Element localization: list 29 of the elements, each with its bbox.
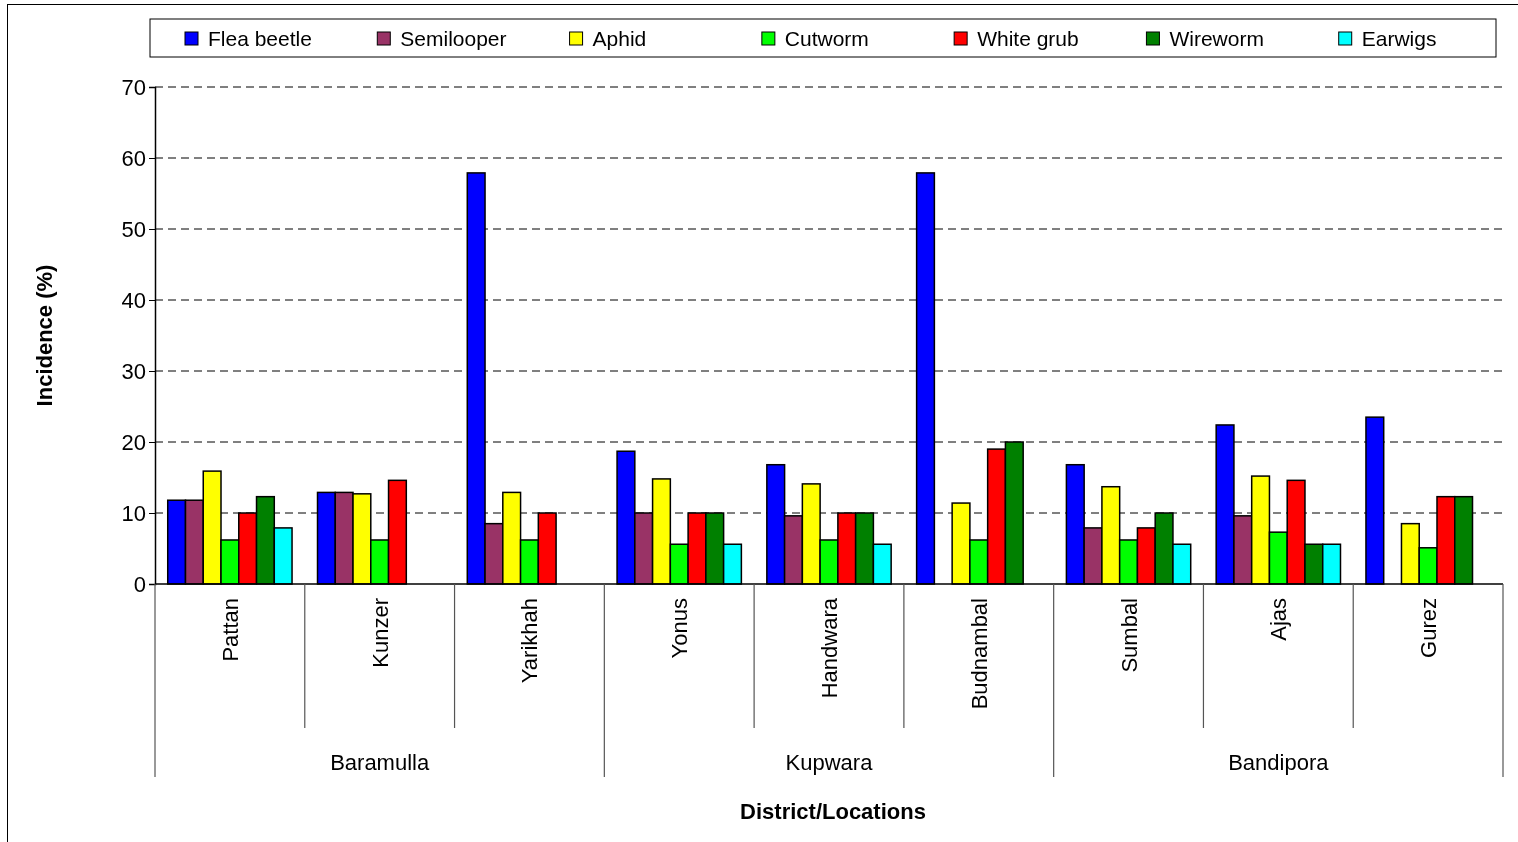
text: Baramulla [330,750,430,775]
legend-label: Wireworm [1169,27,1264,50]
y-tick-label: 30 [121,358,146,384]
y-axis-title: Incidence (%) [32,264,57,407]
y-tick-label: 70 [121,74,146,100]
legend-label: Earwigs [1361,27,1437,50]
y-tick-label: 10 [121,500,146,526]
x-tick-label: Pattan [217,598,243,662]
y-tick-label: 60 [121,145,146,171]
legend-label: Semilooper [400,27,507,50]
text: Bandipora [1228,750,1330,775]
x-tick-label: Budnambal [966,598,992,710]
x-tick-label: Gurez [1416,598,1442,658]
legend-label: White grub [977,27,1079,50]
legend-label: Aphid [592,27,647,50]
x-tick-label: Sumbal [1116,598,1142,673]
y-tick-label: 0 [133,571,146,597]
x-tick-label: Yonus [667,598,693,659]
legend-label: Cutworm [784,27,869,50]
x-axis-title: District/Locations [740,799,926,824]
x-tick-label: Kunzer [367,598,393,668]
y-tick-label: 40 [121,287,146,313]
x-tick-label: Yarikhah [517,598,543,684]
text: Kupwara [785,750,874,775]
x-tick-label: Handwara [817,597,842,699]
y-tick-label: 20 [121,429,146,455]
y-tick-label: 50 [121,216,146,242]
legend-label: Flea beetle [208,27,312,50]
x-tick-label: Ajas [1266,598,1292,641]
